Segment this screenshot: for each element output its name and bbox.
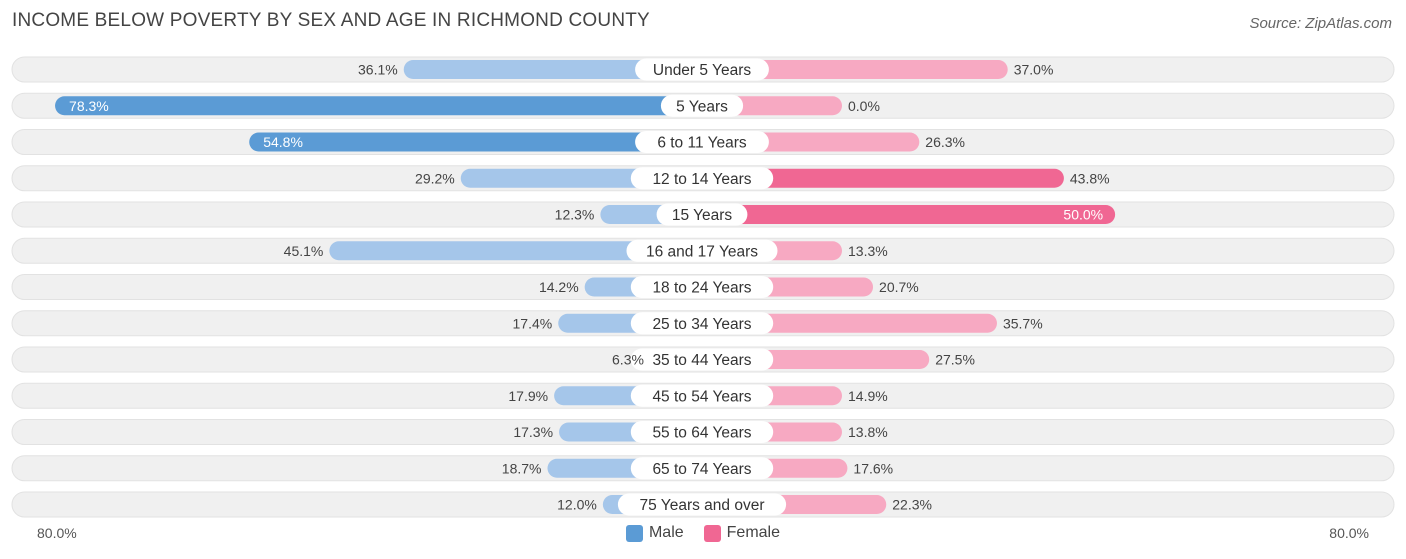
- legend-label-female: Female: [726, 524, 781, 541]
- female-value-label: 27.5%: [935, 352, 975, 368]
- axis-left-label: 80.0%: [37, 525, 77, 541]
- male-value-label: 17.4%: [513, 315, 553, 331]
- category-label: 18 to 24 Years: [652, 280, 751, 297]
- male-value-label: 17.3%: [513, 424, 553, 440]
- male-value-label: 17.9%: [508, 388, 548, 404]
- category-label: 55 to 64 Years: [652, 425, 751, 442]
- male-value-label: 14.2%: [539, 279, 579, 295]
- legend: Male Female: [0, 524, 1406, 542]
- category-label-bg: [630, 276, 774, 298]
- axis-right-label: 80.0%: [1329, 525, 1369, 541]
- female-value-label: 0.0%: [848, 98, 880, 114]
- male-value-label: 29.2%: [415, 170, 455, 186]
- female-value-label: 22.3%: [892, 497, 932, 513]
- category-label: 16 and 17 Years: [646, 243, 758, 260]
- female-value-label: 14.9%: [848, 388, 888, 404]
- male-bar: [55, 96, 712, 116]
- category-label: 35 to 44 Years: [652, 352, 751, 369]
- male-bar: [329, 241, 712, 261]
- female-value-label: 50.0%: [1063, 207, 1103, 223]
- category-label-bg: [630, 167, 774, 190]
- male-value-label: 6.3%: [612, 352, 644, 368]
- category-label-bg: [630, 384, 774, 407]
- male-value-label: 45.1%: [284, 243, 324, 259]
- category-label: 6 to 11 Years: [657, 135, 747, 152]
- category-label-bg: [630, 348, 774, 371]
- female-bar: [692, 168, 1064, 188]
- category-label-bg: [635, 58, 769, 81]
- category-label-bg: [617, 493, 787, 516]
- legend-swatch-female: [703, 524, 721, 542]
- category-label-bg: [630, 421, 774, 443]
- category-label-bg: [656, 203, 748, 226]
- female-value-label: 20.7%: [879, 279, 919, 295]
- male-value-label: 36.1%: [358, 62, 398, 78]
- legend-item-female: Female: [703, 524, 781, 542]
- legend-item-male: Male: [625, 524, 684, 542]
- male-bar: [403, 60, 712, 79]
- category-label: 12 to 14 Years: [652, 171, 751, 188]
- category-label-bg: [626, 239, 778, 262]
- female-value-label: 35.7%: [1003, 315, 1043, 331]
- male-value-label: 78.3%: [69, 98, 109, 114]
- female-value-label: 13.8%: [848, 424, 888, 440]
- female-value-label: 17.6%: [853, 460, 893, 476]
- female-bar: [692, 60, 1008, 79]
- female-value-label: 43.8%: [1070, 170, 1110, 186]
- male-bar: [249, 132, 712, 152]
- male-value-label: 12.0%: [557, 497, 597, 513]
- category-label: 45 to 54 Years: [652, 388, 751, 405]
- category-label: 5 Years: [676, 98, 728, 115]
- chart-title: INCOME BELOW POVERTY BY SEX AND AGE IN R…: [12, 10, 650, 31]
- category-label: 65 to 74 Years: [652, 461, 751, 478]
- female-value-label: 13.3%: [848, 243, 888, 259]
- category-label: Under 5 Years: [653, 62, 751, 79]
- female-value-label: 26.3%: [925, 134, 965, 150]
- category-label: 15 Years: [672, 207, 733, 224]
- category-label-bg: [630, 457, 774, 480]
- male-value-label: 54.8%: [263, 134, 303, 150]
- source-credit: Source: ZipAtlas.com: [1249, 15, 1392, 32]
- category-label-bg: [630, 312, 774, 335]
- male-value-label: 12.3%: [555, 207, 595, 223]
- chart-canvas: Under 5 Years 36.1% 37.0% 5 Years 78.3% 0.0% 6…: [11, 56, 1395, 518]
- category-label-bg: [660, 94, 744, 117]
- female-value-label: 37.0%: [1014, 62, 1054, 78]
- legend-label-male: Male: [648, 524, 684, 541]
- category-label: 75 Years and over: [640, 497, 765, 514]
- female-bar: [692, 205, 1116, 224]
- category-label: 25 to 34 Years: [652, 316, 751, 333]
- legend-swatch-male: [625, 524, 643, 542]
- male-value-label: 18.7%: [502, 460, 542, 476]
- category-label-bg: [635, 131, 769, 153]
